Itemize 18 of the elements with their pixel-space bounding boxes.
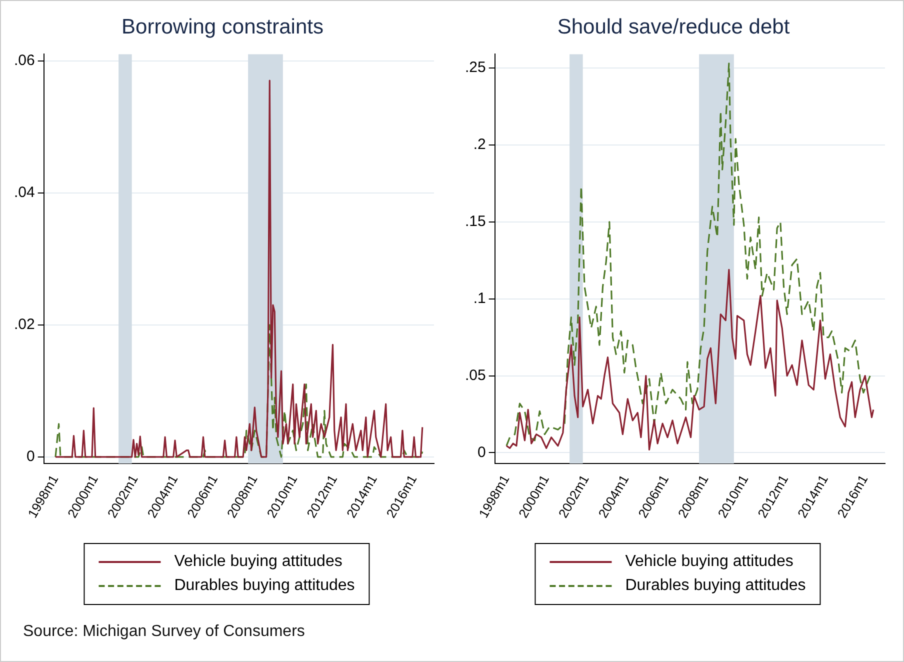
y-tick-label: .02	[14, 316, 35, 334]
legend-label: Durables buying attitudes	[625, 577, 806, 595]
chart-title: Borrowing constraints	[122, 15, 324, 38]
source-note: Source: Michigan Survey of Consumers	[23, 623, 305, 641]
legend-label: Vehicle buying attitudes	[174, 553, 342, 571]
y-tick-label: .2	[473, 136, 486, 154]
y-tick-label: 0	[478, 444, 486, 461]
y-tick-label: .25	[464, 59, 486, 76]
y-tick-label: 0	[26, 448, 35, 466]
chart-title: Should save/reduce debt	[557, 15, 790, 38]
y-tick-label: .1	[473, 290, 486, 308]
line-series	[54, 324, 424, 458]
y-tick-label: .04	[14, 184, 35, 201]
legend-label: Vehicle buying attitudes	[625, 553, 794, 571]
legend-label: Durables buying attitudes	[174, 577, 355, 595]
y-tick-label: .06	[14, 52, 35, 69]
y-tick-label: .05	[464, 366, 486, 384]
y-tick-label: .15	[464, 213, 486, 230]
